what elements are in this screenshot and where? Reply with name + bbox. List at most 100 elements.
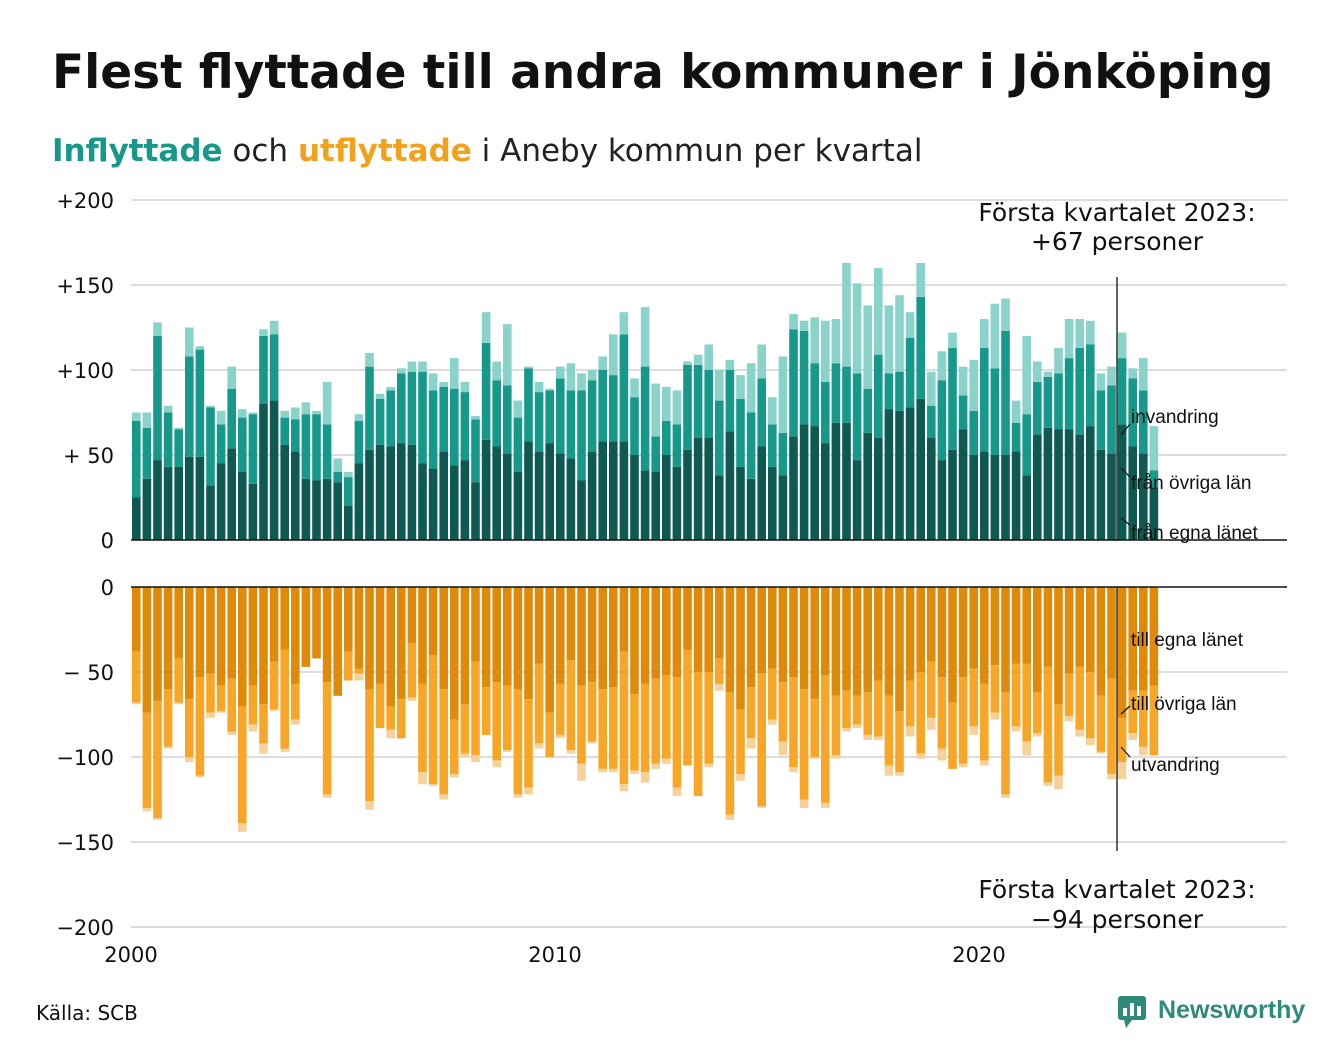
- bar-in-0: [513, 472, 523, 540]
- bar-in-2: [598, 356, 607, 370]
- bar-in-1: [1033, 381, 1042, 435]
- bar-out-0: [1064, 587, 1074, 674]
- bar-out-0: [322, 587, 332, 683]
- bar-out-1: [1075, 666, 1084, 730]
- bar-in-1: [799, 330, 809, 425]
- bar-in-0: [301, 478, 311, 540]
- bar-out-1: [1064, 673, 1074, 717]
- bar-out-1: [481, 687, 491, 735]
- bar-in-1: [333, 472, 342, 483]
- bar-out-0: [163, 587, 173, 689]
- bar-out-0: [757, 587, 766, 674]
- bar-out-0: [1149, 587, 1159, 686]
- bar-out-0: [1033, 587, 1042, 693]
- bar-in-1: [905, 337, 915, 408]
- x-tick-label: 2020: [952, 943, 1005, 967]
- bar-in-2: [1001, 298, 1010, 331]
- axes: [131, 539, 1287, 588]
- bar-out-0: [842, 587, 851, 691]
- bar-out-2: [768, 719, 777, 725]
- bar-in-2: [142, 412, 152, 428]
- bar-in-1: [916, 296, 925, 399]
- bar-in-2: [439, 381, 448, 387]
- bar-out-0: [513, 587, 523, 689]
- bar-in-0: [1139, 453, 1148, 540]
- out-annotation-line1: Första kvartalet 2023:: [978, 875, 1255, 904]
- bar-out-0: [1022, 587, 1031, 664]
- bar-out-1: [799, 689, 809, 800]
- bar-out-1: [174, 658, 183, 703]
- bar-out-1: [1054, 704, 1063, 776]
- bar-in-2: [852, 283, 862, 374]
- bar-in-2: [768, 397, 777, 425]
- bar-out-1: [407, 643, 417, 698]
- bar-in-1: [927, 405, 936, 438]
- bar-in-2: [1064, 319, 1074, 359]
- bar-in-2: [524, 366, 533, 369]
- bar-out-0: [428, 587, 438, 655]
- bar-out-0: [1011, 587, 1021, 664]
- bar-in-0: [259, 404, 268, 540]
- bar-in-2: [418, 361, 427, 372]
- bar-out-1: [1128, 690, 1137, 734]
- bar-in-0: [1128, 446, 1137, 540]
- bar-in-2: [1033, 361, 1042, 382]
- bar-out-0: [927, 587, 936, 662]
- bar-in-2: [884, 305, 894, 374]
- bar-in-1: [481, 342, 491, 440]
- bar-out-2: [884, 765, 894, 776]
- bar-out-2: [1054, 775, 1063, 790]
- bottom-y-tick-label: 0: [101, 576, 114, 600]
- bar-out-2: [1064, 716, 1074, 722]
- bar-out-1: [842, 690, 851, 729]
- bottom-y-tick-label: −200: [56, 916, 114, 940]
- bar-in-1: [534, 392, 544, 452]
- bar-in-1: [1096, 390, 1106, 450]
- bar-in-0: [842, 422, 851, 540]
- bar-in-0: [895, 410, 904, 540]
- bar-out-1: [1139, 690, 1148, 747]
- bar-out-2: [322, 794, 332, 798]
- bar-in-0: [481, 439, 491, 540]
- bar-in-1: [259, 336, 268, 404]
- bar-out-1: [969, 668, 978, 727]
- bar-in-2: [736, 375, 745, 399]
- bar-out-2: [142, 808, 152, 812]
- bar-in-1: [948, 347, 957, 450]
- bar-out-1: [418, 683, 427, 773]
- bar-out-0: [715, 587, 724, 659]
- bar-out-0: [863, 587, 872, 693]
- bar-out-2: [704, 763, 713, 768]
- bar-out-0: [450, 587, 459, 720]
- bar-in-2: [450, 358, 459, 389]
- bottom-y-tick-label: −100: [56, 746, 114, 770]
- bar-in-0: [344, 506, 353, 540]
- bar-out-0: [948, 587, 957, 703]
- bar-out-1: [259, 704, 268, 744]
- bar-out-1: [280, 649, 289, 749]
- bar-out-2: [1086, 738, 1095, 746]
- bar-in-0: [185, 456, 194, 540]
- x-tick-label: 2000: [104, 943, 157, 967]
- bar-out-1: [598, 689, 607, 769]
- bar-in-2: [534, 381, 544, 393]
- bar-in-1: [375, 398, 385, 445]
- bar-in-1: [683, 364, 692, 450]
- bar-in-2: [291, 407, 300, 420]
- bar-in-1: [1043, 376, 1053, 428]
- bar-out-0: [185, 587, 194, 700]
- bar-in-2: [301, 402, 311, 415]
- bar-out-0: [195, 587, 205, 678]
- bar-in-0: [874, 438, 883, 540]
- bar-in-0: [1011, 451, 1021, 540]
- bar-out-0: [884, 587, 894, 696]
- bar-out-1: [778, 682, 788, 742]
- bar-out-2: [460, 753, 470, 757]
- bar-out-2: [725, 814, 735, 820]
- bar-out-2: [1117, 762, 1127, 780]
- bar-in-2: [715, 370, 724, 401]
- bottom-y-tick-label: − 50: [63, 661, 114, 685]
- bar-out-0: [492, 587, 501, 683]
- bar-in-2: [1075, 319, 1084, 348]
- top-y-tick-label: +100: [56, 359, 114, 383]
